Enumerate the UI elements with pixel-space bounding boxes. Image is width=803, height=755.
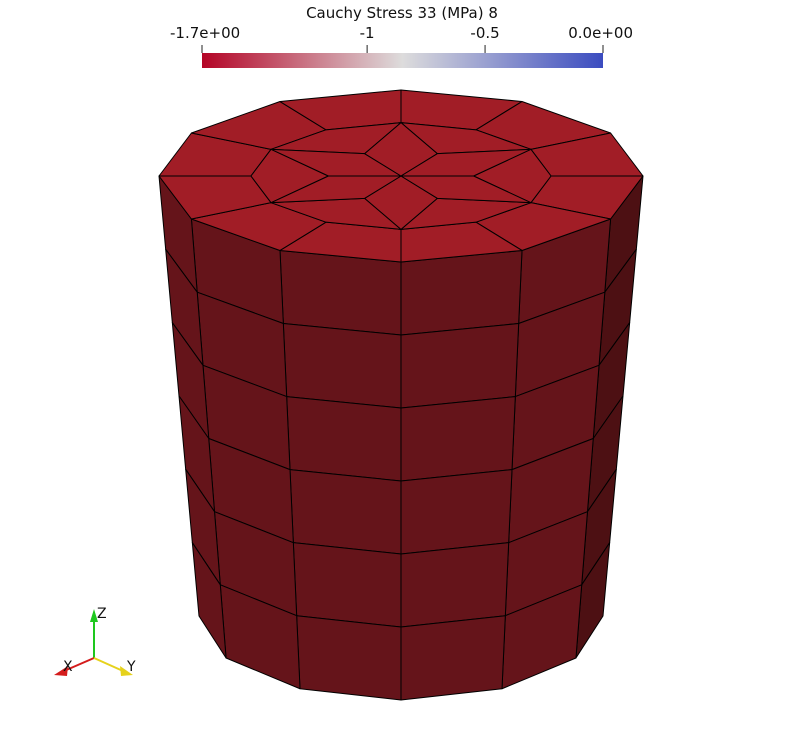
x-axis-line bbox=[63, 657, 95, 672]
x-axis-label: X bbox=[63, 659, 73, 675]
colorbar-tick-label: -1.7e+00 bbox=[170, 24, 240, 42]
color-legend: Cauchy Stress 33 (MPa) 8 -1.7e+00 -1 -0.5 0… bbox=[170, 4, 633, 68]
mesh-side-cell[interactable] bbox=[292, 542, 402, 628]
cylinder-mesh[interactable] bbox=[158, 89, 644, 701]
z-axis-label: Z bbox=[97, 606, 107, 622]
mesh-side-cell[interactable] bbox=[191, 542, 227, 659]
x-axis-arrowhead bbox=[54, 666, 68, 676]
orientation-axes: Z X Y bbox=[54, 606, 136, 676]
mesh-side-cell[interactable] bbox=[282, 323, 402, 409]
mesh-side-cell[interactable] bbox=[279, 249, 402, 336]
mesh-side-cell[interactable] bbox=[400, 323, 520, 409]
colorbar-tick-label: 0.0e+00 bbox=[568, 24, 633, 42]
mesh-side-cell[interactable] bbox=[286, 396, 402, 482]
mesh-side-cell[interactable] bbox=[296, 615, 402, 701]
y-axis-line bbox=[93, 657, 124, 672]
y-axis-label: Y bbox=[126, 659, 136, 675]
colorbar-ticks: -1.7e+00 -1 -0.5 0.0e+00 bbox=[170, 24, 633, 53]
y-axis-arrowhead bbox=[120, 666, 133, 676]
colorbar-gradient bbox=[202, 53, 603, 68]
mesh-side-cell[interactable] bbox=[289, 469, 402, 555]
mesh-top-cell[interactable] bbox=[400, 175, 532, 204]
mesh-side-cell[interactable] bbox=[400, 542, 510, 628]
colorbar-title: Cauchy Stress 33 (MPa) 8 bbox=[306, 4, 498, 22]
mesh-side-cell[interactable] bbox=[400, 469, 513, 555]
colorbar-tick-label: -0.5 bbox=[470, 24, 499, 42]
mesh-side-cell[interactable] bbox=[400, 396, 516, 482]
mesh-side-cell[interactable] bbox=[400, 615, 506, 701]
colorbar-tick-label: -1 bbox=[360, 24, 375, 42]
mesh-side-cell[interactable] bbox=[400, 249, 523, 336]
z-axis-arrowhead bbox=[90, 609, 98, 622]
